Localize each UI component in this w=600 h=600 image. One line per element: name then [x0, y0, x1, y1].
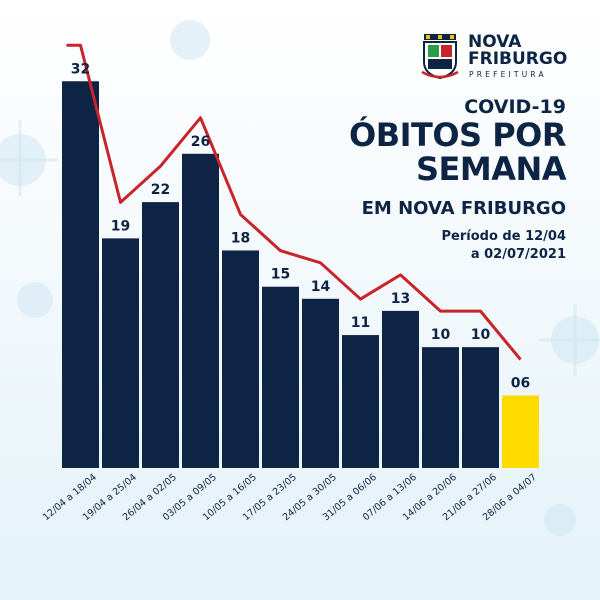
header: COVID-19 ÓBITOS POR SEMANA EM NOVA FRIBU…: [348, 96, 567, 264]
data-label-8: 11: [351, 315, 370, 331]
data-label-5: 18: [231, 230, 250, 246]
bar-12: [502, 395, 539, 468]
bar-1: [62, 81, 99, 468]
data-label-7: 14: [311, 279, 331, 295]
data-label-11: 10: [471, 327, 491, 343]
page-title-line1: ÓBITOS POR: [348, 116, 567, 154]
brand-subtitle: PREFEITURA: [469, 70, 547, 79]
period-text: Período de 12/04 a 02/07/2021: [349, 228, 566, 264]
bar-3: [142, 202, 179, 468]
page-title: ÓBITOS POR SEMANA: [348, 116, 567, 188]
period-line1: Período de 12/04: [441, 229, 566, 244]
bar-4: [182, 153, 219, 468]
header-kicker: COVID-19: [464, 96, 566, 118]
bar-10: [422, 347, 459, 468]
period-line2: a 02/07/2021: [470, 247, 566, 262]
logo: NOVA FRIBURGO PREFEITURA: [420, 30, 580, 84]
bar-5: [222, 250, 259, 468]
data-label-9: 13: [391, 291, 410, 307]
brand-name-line1: NOVA: [468, 32, 522, 52]
trend-line: [66, 43, 522, 361]
brand-name: NOVA FRIBURGO: [468, 34, 567, 68]
brand-name-line2: FRIBURGO: [468, 49, 568, 69]
data-label-1: 32: [71, 61, 90, 77]
data-label-10: 10: [431, 327, 451, 343]
bar-8: [342, 335, 379, 468]
bar-11: [462, 347, 499, 468]
city-crest-icon: [421, 34, 459, 80]
data-label-12: 06: [511, 375, 530, 391]
data-label-3: 22: [151, 182, 170, 198]
page-title-line2: SEMANA: [415, 150, 567, 188]
bar-6: [262, 286, 299, 468]
bar-7: [302, 298, 339, 468]
bar-2: [102, 238, 139, 468]
bar-9: [382, 310, 419, 468]
data-label-4: 26: [191, 134, 210, 150]
data-label-6: 15: [271, 267, 290, 283]
data-label-2: 19: [111, 218, 130, 234]
header-subtitle: EM NOVA FRIBURGO: [361, 198, 566, 219]
